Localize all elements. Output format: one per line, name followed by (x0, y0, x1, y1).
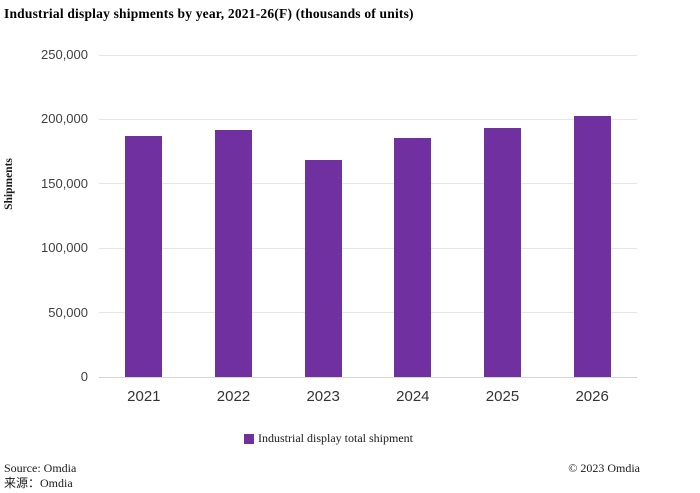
y-tick-label: 150,000 (41, 175, 88, 191)
x-tick-label: 2021 (127, 388, 161, 405)
bar-2022 (215, 130, 252, 377)
source-line-zh: 来源：Omdia (4, 476, 73, 490)
gridline (99, 118, 637, 120)
bar-2025 (484, 128, 521, 377)
bar-2024 (394, 138, 432, 377)
plot-area (99, 54, 637, 378)
x-axis-tick-labels: 2021 2022 2023 2024 2025 2026 (99, 388, 637, 408)
bar-2023 (304, 160, 342, 377)
legend: Industrial display total shipment (244, 431, 413, 446)
gridline (99, 247, 637, 249)
source-line-en: Source: Omdia (4, 461, 77, 475)
legend-series-label: Industrial display total shipment (258, 431, 413, 445)
x-tick-label: 2022 (216, 388, 251, 405)
x-tick-label: 2023 (306, 388, 340, 405)
y-tick-label: 250,000 (41, 47, 88, 62)
copyright-note: © 2023 Omdia (568, 461, 640, 475)
y-tick-label: 200,000 (41, 111, 88, 127)
gridline (99, 54, 637, 56)
y-tick-label: 50,000 (48, 304, 88, 320)
x-tick-label: 2026 (575, 388, 609, 405)
x-axis-line (99, 376, 637, 378)
x-tick-label: 2024 (396, 388, 430, 405)
source-note: Source: Omdia 来源：Omdia (4, 461, 76, 491)
bar-2026 (573, 116, 611, 377)
y-axis-tick-labels: 0 50,000 100,000 150,000 200,000 250,000 (0, 0, 88, 430)
y-tick-label: 100,000 (41, 240, 88, 256)
legend-marker-icon (244, 433, 254, 444)
y-tick-label: 0 (80, 369, 88, 384)
x-tick-label: 2025 (485, 388, 520, 405)
bar-2021 (125, 136, 163, 377)
chart-title: Industrial display shipments by year, 20… (4, 6, 414, 21)
gridline (99, 312, 637, 314)
gridline (99, 183, 637, 185)
